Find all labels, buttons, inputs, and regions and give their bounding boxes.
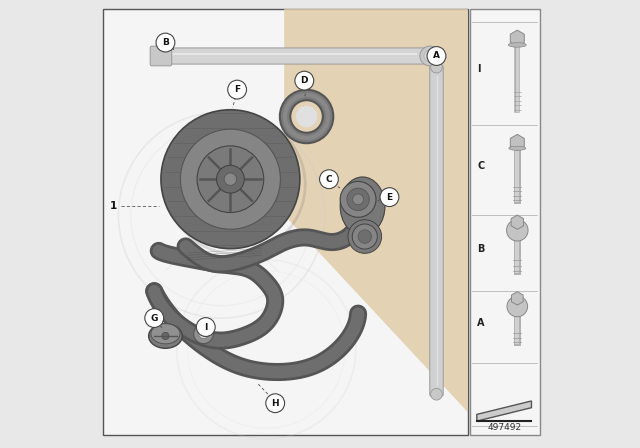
Text: A: A [433, 52, 440, 60]
Circle shape [431, 388, 442, 400]
Circle shape [506, 220, 528, 241]
Circle shape [431, 61, 442, 73]
Circle shape [161, 110, 300, 249]
FancyBboxPatch shape [154, 48, 428, 64]
Circle shape [156, 33, 175, 52]
Circle shape [319, 170, 339, 189]
Ellipse shape [509, 146, 526, 151]
Circle shape [196, 318, 215, 336]
Circle shape [194, 324, 213, 344]
Circle shape [427, 47, 446, 65]
Circle shape [358, 230, 371, 243]
Text: F: F [234, 85, 240, 94]
Circle shape [507, 296, 527, 317]
Circle shape [266, 394, 285, 413]
Circle shape [420, 46, 440, 66]
Circle shape [180, 129, 280, 229]
Circle shape [347, 188, 369, 211]
Circle shape [197, 146, 264, 212]
Circle shape [224, 173, 237, 185]
Circle shape [352, 224, 378, 249]
Text: C: C [326, 175, 332, 184]
Text: 497492: 497492 [488, 423, 522, 432]
Circle shape [162, 332, 169, 340]
Circle shape [295, 71, 314, 90]
Text: B: B [162, 38, 169, 47]
FancyBboxPatch shape [430, 65, 443, 396]
Text: A: A [477, 318, 484, 327]
Text: I: I [477, 65, 481, 74]
Circle shape [353, 194, 364, 205]
Circle shape [216, 165, 244, 193]
Text: H: H [271, 399, 279, 408]
Circle shape [424, 50, 436, 62]
Ellipse shape [340, 177, 385, 235]
Bar [470, 9, 540, 435]
Text: C: C [477, 161, 484, 171]
Circle shape [228, 80, 246, 99]
Bar [102, 9, 468, 435]
Text: B: B [477, 244, 484, 254]
Ellipse shape [508, 43, 526, 47]
Ellipse shape [151, 323, 180, 344]
Circle shape [296, 106, 317, 127]
Text: G: G [150, 314, 158, 323]
Circle shape [198, 329, 209, 339]
Text: D: D [301, 76, 308, 85]
Text: I: I [204, 323, 207, 332]
Ellipse shape [148, 323, 182, 349]
Polygon shape [477, 401, 531, 421]
Circle shape [380, 188, 399, 207]
Circle shape [145, 309, 164, 327]
Ellipse shape [348, 220, 381, 253]
Polygon shape [284, 9, 468, 412]
FancyBboxPatch shape [150, 46, 172, 66]
Text: E: E [387, 193, 392, 202]
Text: 1: 1 [110, 201, 118, 211]
Circle shape [340, 181, 376, 217]
